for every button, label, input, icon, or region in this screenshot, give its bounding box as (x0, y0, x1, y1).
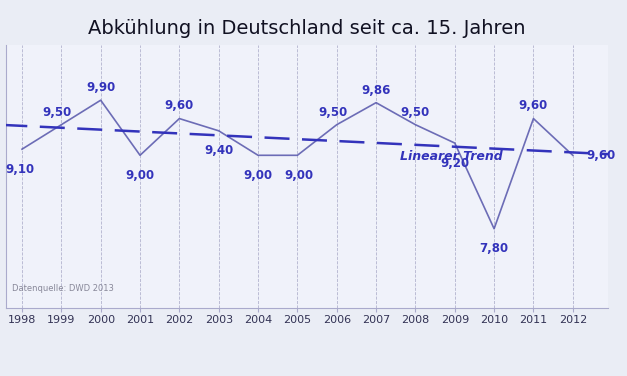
Text: 9,20: 9,20 (440, 156, 470, 170)
Text: 9,90: 9,90 (86, 81, 115, 94)
Text: 9,60: 9,60 (165, 99, 194, 112)
Text: 9,10: 9,10 (6, 163, 34, 176)
Text: 7,80: 7,80 (480, 242, 508, 255)
Text: 9,50: 9,50 (401, 106, 430, 118)
Text: 9,40: 9,40 (204, 144, 233, 157)
Text: 9,50: 9,50 (318, 106, 347, 118)
Text: 9,60: 9,60 (519, 99, 548, 112)
Text: 9,50: 9,50 (43, 106, 72, 118)
Text: 9,00: 9,00 (125, 169, 155, 182)
Title: Abkühlung in Deutschland seit ca. 15. Jahren: Abkühlung in Deutschland seit ca. 15. Ja… (88, 19, 526, 38)
Text: 9,60: 9,60 (586, 149, 616, 162)
Text: 9,86: 9,86 (361, 83, 391, 97)
Text: 9,00: 9,00 (243, 169, 273, 182)
Text: 9,00: 9,00 (285, 169, 314, 182)
Text: Linearer Trend: Linearer Trend (399, 150, 502, 164)
Text: Datenquelle: DWD 2013: Datenquelle: DWD 2013 (13, 284, 114, 293)
